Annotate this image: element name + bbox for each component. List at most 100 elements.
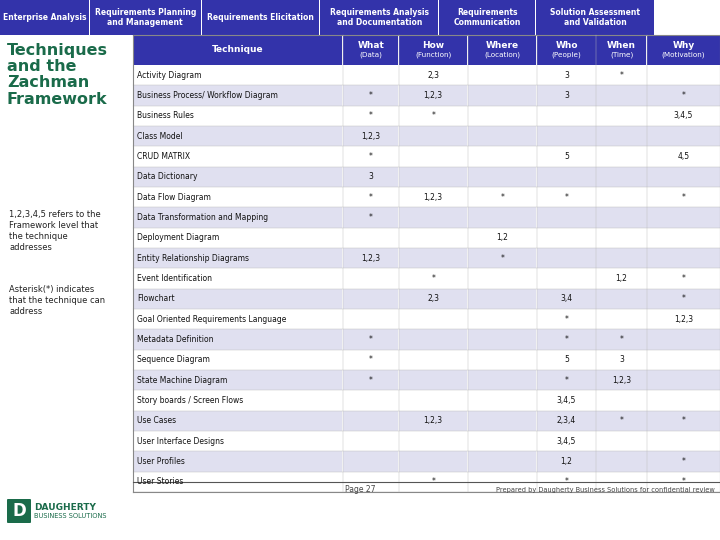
Text: (People): (People) bbox=[552, 52, 581, 58]
Text: User Stories: User Stories bbox=[137, 477, 184, 487]
Bar bbox=[90, 0, 201, 35]
Bar bbox=[596, 431, 647, 451]
Bar bbox=[133, 309, 342, 329]
Text: 5: 5 bbox=[564, 355, 569, 364]
Text: Metadata Definition: Metadata Definition bbox=[137, 335, 214, 344]
Text: BUSINESS SOLUTIONS: BUSINESS SOLUTIONS bbox=[34, 513, 107, 519]
Text: Requirements Analysis
and Documentation: Requirements Analysis and Documentation bbox=[330, 8, 429, 27]
Bar bbox=[647, 370, 720, 390]
Bar bbox=[343, 35, 398, 65]
Bar bbox=[536, 187, 596, 207]
Text: Who: Who bbox=[555, 40, 577, 50]
Bar bbox=[399, 228, 467, 248]
Text: 3,4,5: 3,4,5 bbox=[674, 111, 693, 120]
Text: *: * bbox=[564, 315, 568, 323]
Bar bbox=[133, 329, 342, 350]
Bar bbox=[343, 451, 398, 471]
Bar bbox=[468, 370, 536, 390]
Text: *: * bbox=[682, 91, 685, 100]
Text: Why: Why bbox=[672, 40, 695, 50]
Bar bbox=[439, 0, 536, 35]
Text: 1,2,3: 1,2,3 bbox=[423, 91, 443, 100]
Bar bbox=[468, 431, 536, 451]
Bar bbox=[468, 451, 536, 471]
Text: Entity Relationship Diagrams: Entity Relationship Diagrams bbox=[137, 254, 249, 262]
Bar bbox=[536, 65, 596, 85]
Text: Asterisk(*) indicates
that the technique can
address: Asterisk(*) indicates that the technique… bbox=[9, 285, 105, 316]
Bar bbox=[647, 85, 720, 106]
Bar bbox=[647, 146, 720, 167]
Bar bbox=[596, 410, 647, 431]
Bar bbox=[133, 370, 342, 390]
Bar bbox=[399, 289, 467, 309]
Bar bbox=[133, 167, 342, 187]
Bar bbox=[536, 85, 596, 106]
Bar bbox=[536, 350, 596, 370]
Text: DAUGHERTY: DAUGHERTY bbox=[34, 503, 96, 512]
Bar bbox=[596, 146, 647, 167]
Bar bbox=[133, 187, 342, 207]
Bar bbox=[596, 167, 647, 187]
Text: 1,2,3,4,5 refers to the
Framework level that
the technique
addresses: 1,2,3,4,5 refers to the Framework level … bbox=[9, 210, 101, 252]
Text: 3,4,5: 3,4,5 bbox=[557, 437, 576, 445]
Bar bbox=[647, 65, 720, 85]
Bar bbox=[647, 431, 720, 451]
Bar bbox=[468, 167, 536, 187]
Text: *: * bbox=[369, 111, 373, 120]
Bar bbox=[468, 35, 536, 65]
Text: *: * bbox=[500, 254, 504, 262]
Bar bbox=[399, 431, 467, 451]
Bar bbox=[343, 187, 398, 207]
Bar bbox=[647, 248, 720, 268]
Bar bbox=[133, 228, 342, 248]
Bar bbox=[536, 126, 596, 146]
Text: 2,3: 2,3 bbox=[427, 71, 439, 80]
Text: State Machine Diagram: State Machine Diagram bbox=[137, 376, 228, 384]
Text: (Location): (Location) bbox=[485, 52, 521, 58]
Bar bbox=[536, 471, 596, 492]
Text: Solution Assessment
and Validation: Solution Assessment and Validation bbox=[550, 8, 640, 27]
Bar bbox=[536, 329, 596, 350]
Text: *: * bbox=[682, 477, 685, 487]
Bar bbox=[468, 390, 536, 410]
Text: *: * bbox=[620, 335, 624, 344]
Bar bbox=[647, 289, 720, 309]
Text: Requirements Planning
and Management: Requirements Planning and Management bbox=[94, 8, 196, 27]
Text: *: * bbox=[500, 193, 504, 201]
Bar bbox=[536, 0, 654, 35]
Bar bbox=[468, 106, 536, 126]
Text: (Data): (Data) bbox=[359, 52, 382, 58]
Bar bbox=[343, 167, 398, 187]
Bar bbox=[596, 106, 647, 126]
Text: How: How bbox=[422, 40, 444, 50]
Bar bbox=[647, 268, 720, 289]
Text: Use Cases: Use Cases bbox=[137, 416, 176, 426]
Text: *: * bbox=[369, 91, 373, 100]
Bar bbox=[399, 370, 467, 390]
Bar bbox=[468, 126, 536, 146]
Bar bbox=[647, 35, 719, 65]
Bar bbox=[536, 390, 596, 410]
Text: 1,2,3: 1,2,3 bbox=[423, 416, 443, 426]
Text: 1,2: 1,2 bbox=[561, 457, 572, 466]
Text: Techniques
and the
Zachman
Framework: Techniques and the Zachman Framework bbox=[7, 43, 108, 106]
Text: *: * bbox=[682, 193, 685, 201]
FancyBboxPatch shape bbox=[7, 499, 31, 523]
Text: *: * bbox=[369, 335, 373, 344]
Bar bbox=[596, 207, 647, 228]
Bar bbox=[647, 390, 720, 410]
Bar bbox=[647, 167, 720, 187]
Bar bbox=[468, 309, 536, 329]
Bar bbox=[343, 370, 398, 390]
Bar bbox=[468, 228, 536, 248]
Bar bbox=[647, 471, 720, 492]
Text: Technique: Technique bbox=[212, 45, 264, 55]
Bar bbox=[468, 85, 536, 106]
Text: 2,3: 2,3 bbox=[427, 294, 439, 303]
Bar bbox=[133, 106, 342, 126]
Text: *: * bbox=[564, 335, 568, 344]
Text: *: * bbox=[369, 213, 373, 222]
Bar bbox=[596, 126, 647, 146]
Bar bbox=[133, 126, 342, 146]
Text: Business Rules: Business Rules bbox=[137, 111, 194, 120]
